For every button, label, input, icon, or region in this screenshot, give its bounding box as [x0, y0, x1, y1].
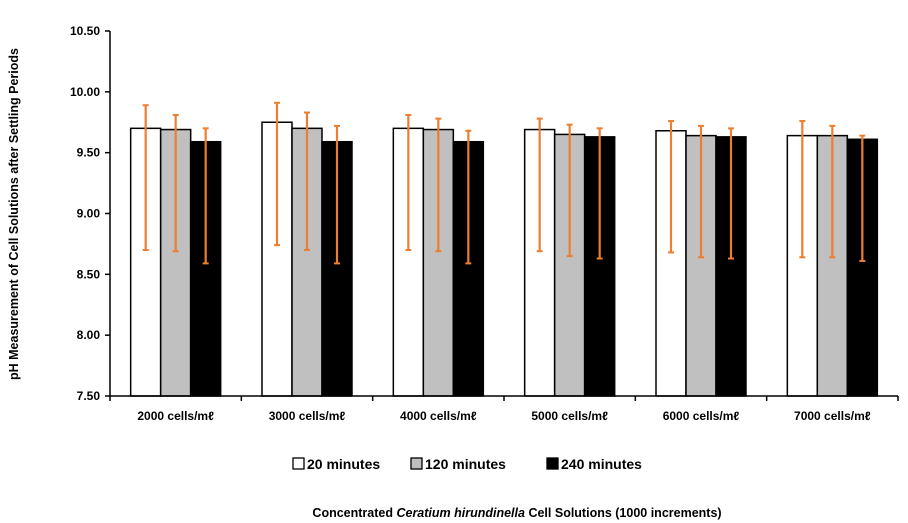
tick-labels-layer: 2000 cells/mℓ 3000 cells/mℓ 4000 cells/mℓ 5…	[70, 24, 871, 423]
y-tick-label-1: 7.50	[77, 389, 101, 403]
y-tick-label-3: 8.50	[77, 267, 101, 281]
legend-swatch-1	[292, 457, 305, 470]
x-axis-title-species: Ceratium hirundinella	[396, 506, 525, 520]
x-tick-label-4: 5000 cells/mℓ	[531, 409, 608, 423]
x-tick-label-5: 6000 cells/mℓ	[663, 409, 740, 423]
legend-swatch-3	[546, 457, 559, 470]
legend-label-3: 240 minutes	[561, 456, 642, 472]
y-axis-title: pH Measurement of Cell Solutions after S…	[7, 48, 21, 380]
x-axis-title: Concentrated Ceratium hirundinella Cell …	[312, 506, 721, 520]
axes-layer	[105, 30, 899, 401]
x-tick-label-6: 7000 cells/mℓ	[794, 409, 871, 423]
legend: 20 minutes 120 minutes 240 minutes	[292, 456, 642, 472]
y-tick-label-6: 10.00	[70, 85, 100, 99]
bars-layer	[129, 121, 879, 397]
x-axis-title-part-2: Cell Solutions (1000 increments)	[528, 506, 721, 520]
x-tick-label-1: 2000 cells/mℓ	[137, 409, 214, 423]
legend-label-1: 20 minutes	[307, 456, 380, 472]
y-tick-label-4: 9.00	[77, 207, 101, 221]
legend-label-2: 120 minutes	[425, 456, 506, 472]
error-bars-layer	[142, 101, 866, 265]
x-tick-label-3: 4000 cells/mℓ	[400, 409, 477, 423]
legend-swatch-2	[410, 457, 423, 470]
bar-2-6	[816, 134, 849, 397]
x-axis-title-part-1: Concentrated	[312, 506, 396, 520]
x-tick-label-2: 3000 cells/mℓ	[269, 409, 346, 423]
y-tick-label-2: 8.00	[77, 328, 101, 342]
y-tick-label-5: 9.50	[77, 146, 101, 160]
y-tick-label-7: 10.50	[70, 24, 100, 38]
